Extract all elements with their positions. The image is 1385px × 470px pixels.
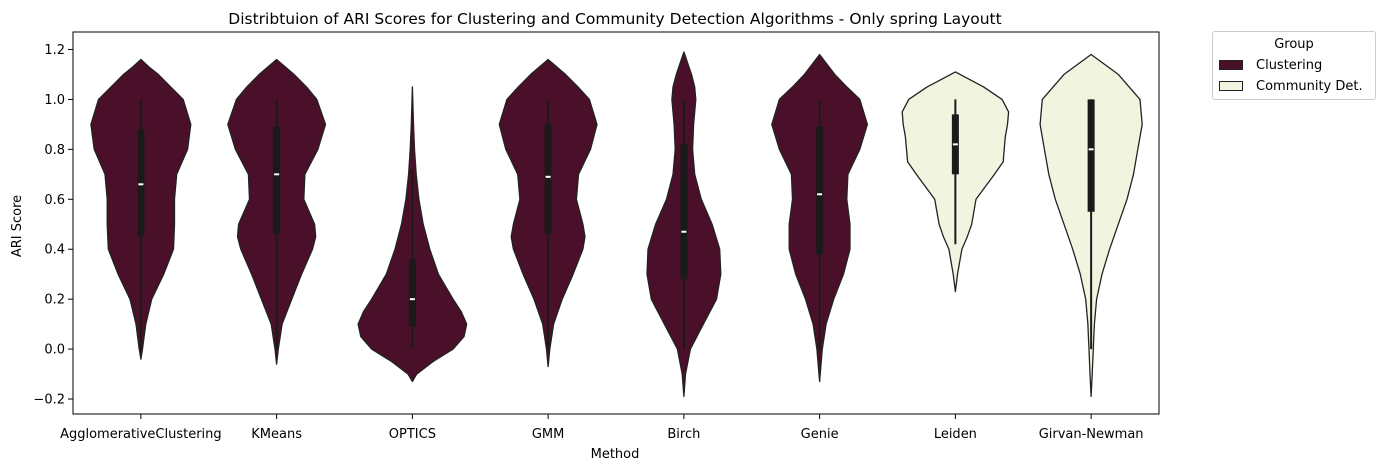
plot-frame <box>72 31 1160 415</box>
legend-swatch-clustering <box>1219 60 1243 70</box>
legend-item-clustering: Clustering <box>1219 57 1322 73</box>
violin-iqr-box <box>680 144 688 280</box>
y-tick-label: 1.2 <box>44 43 65 58</box>
violin-iqr-box <box>544 124 552 235</box>
violin-iqr-box <box>1087 99 1095 212</box>
y-tick-label: −0.2 <box>33 393 65 408</box>
violin-iqr-box <box>408 259 416 327</box>
violin-iqr-box <box>816 126 824 255</box>
legend-title: Group <box>1274 37 1314 52</box>
legend-label-clustering: Clustering <box>1256 57 1323 73</box>
x-tick-label: Leiden <box>934 427 977 442</box>
legend-item-community-det: Community Det. <box>1219 78 1363 94</box>
x-axis-label: Method <box>591 447 640 462</box>
x-tick-label: AgglomerativeClustering <box>60 427 222 442</box>
y-tick-label: 1.0 <box>44 93 65 108</box>
violin-iqr-box <box>137 129 145 237</box>
x-tick-label: OPTICS <box>389 427 436 442</box>
y-tick-label: 0.8 <box>44 143 65 158</box>
y-tick-label: 0.2 <box>44 293 65 308</box>
violin-iqr-box <box>273 126 281 235</box>
y-axis-label: ARI Score <box>10 195 25 257</box>
y-tick-label: 0.6 <box>44 193 65 208</box>
x-tick-label: Genie <box>801 427 839 442</box>
legend-label-community-det: Community Det. <box>1256 78 1363 94</box>
y-tick-label: 0.0 <box>44 343 65 358</box>
chart-title: Distribtuion of ARI Scores for Clusterin… <box>228 10 1001 28</box>
x-tick-label: GMM <box>532 427 565 442</box>
x-tick-label: KMeans <box>251 427 302 442</box>
legend-swatch-community-det <box>1219 81 1243 91</box>
x-tick-label: Birch <box>667 427 700 442</box>
x-tick-label: Girvan-Newman <box>1039 427 1144 442</box>
legend: Group Clustering Community Det. <box>1212 31 1376 100</box>
plot-area: −0.2 0.0 0.2 0.4 0.6 0.8 1.0 1.2 AgglomerativeCl… <box>33 31 1160 442</box>
y-tick-label: 0.4 <box>44 243 65 258</box>
